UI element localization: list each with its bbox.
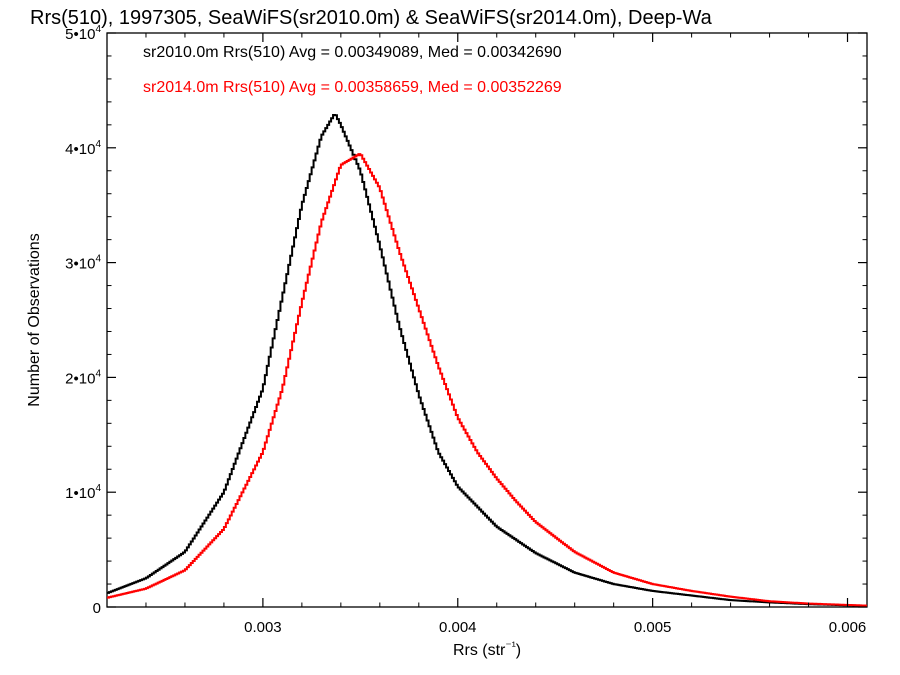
x-axis-label: Rrs (str⁻¹) [453, 639, 521, 659]
y-axis-label: Number of Observations [26, 233, 43, 406]
legend-entry-2: sr2014.0m Rrs(510) Avg = 0.00358659, Med… [143, 79, 562, 96]
tick-group: 0.003 0.004 0.005 0.006 0 1•104 2•104 3•104 4•10… [65, 24, 867, 636]
series-2-line [107, 153, 867, 607]
x-tick-label: 0.003 [244, 619, 282, 636]
x-tick-label: 0.004 [439, 619, 477, 636]
plot-frame [106, 32, 868, 608]
legend-entry-1: sr2010.0m Rrs(510) Avg = 0.00349089, Med… [143, 44, 562, 61]
legend: sr2010.0m Rrs(510) Avg = 0.00349089, Med… [143, 44, 562, 96]
y-tick-label: 1•104 [65, 483, 101, 502]
y-tick-label: 0 [93, 600, 101, 617]
series-group [107, 114, 867, 607]
x-tick-label: 0.006 [829, 619, 867, 636]
y-tick-label: 5•104 [65, 24, 101, 43]
y-tick-label: 4•104 [65, 139, 101, 158]
x-tick-label: 0.005 [634, 619, 672, 636]
y-tick-label: 3•104 [65, 254, 101, 273]
series-1-line [107, 114, 867, 607]
y-tick-label: 2•104 [65, 368, 101, 387]
chart-title: Rrs(510), 1997305, SeaWiFS(sr2010.0m) & … [30, 7, 713, 29]
